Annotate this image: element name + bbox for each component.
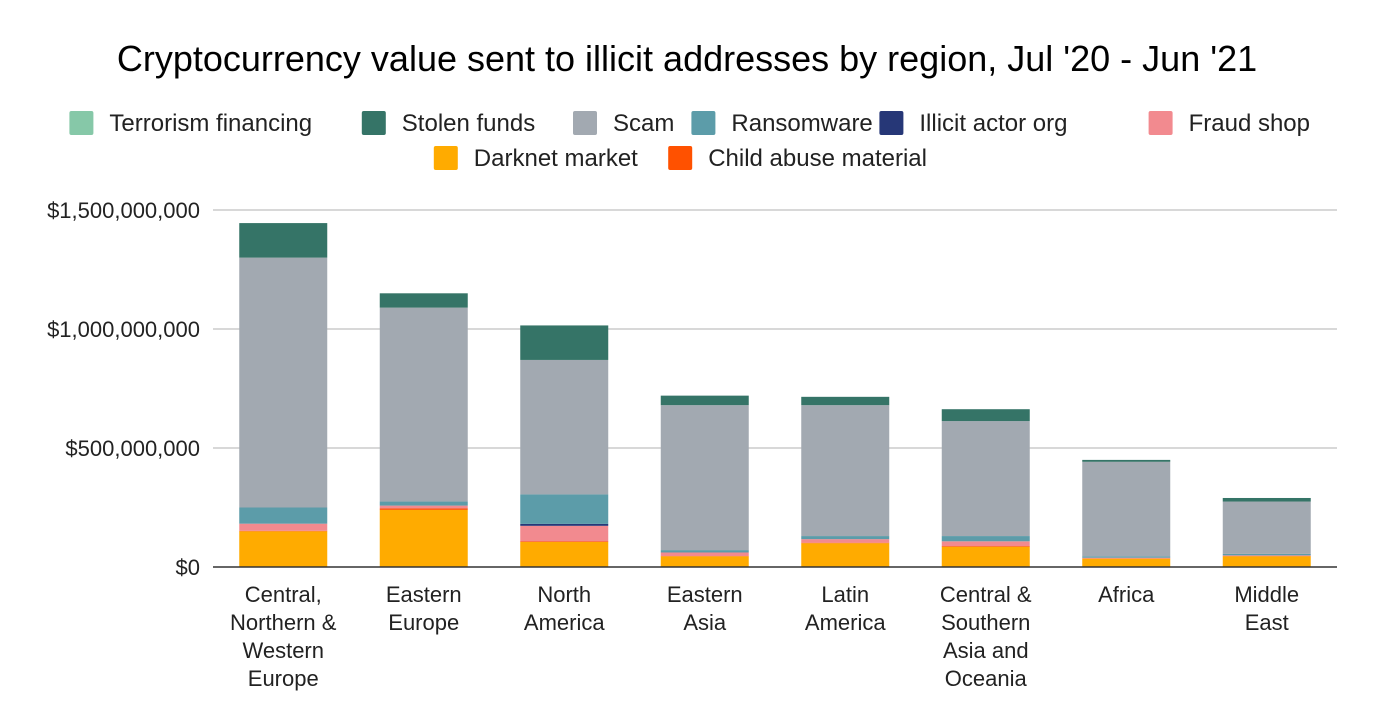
bar-eastern-europe-fraud-shop — [379, 505, 468, 509]
x-label-north-america-line-0: North — [537, 582, 591, 607]
bar-north-america-stolen-funds — [520, 325, 609, 360]
legend-label-ransomware: Ransomware — [731, 110, 872, 137]
bar-eastern-europe-scam — [379, 307, 468, 502]
legend-label-child-abuse-material: Child abuse material — [708, 145, 927, 172]
legend-label-illicit-actor-org: Illicit actor org — [919, 110, 1067, 137]
bar-eastern-asia-fraud-shop — [660, 552, 749, 557]
bar-central-southern-asia-and-oceania-fraud-shop — [941, 541, 1030, 547]
bar-latin-america-stolen-funds — [801, 396, 890, 406]
x-label-central-northern-western-europe-line-0: Central, — [245, 582, 322, 607]
legend-swatch-illicit-actor-org — [879, 111, 904, 135]
bar-eastern-asia-ransomware — [660, 550, 749, 553]
legend-label-darknet-market: Darknet market — [474, 145, 638, 172]
x-label-eastern-asia-line-0: Eastern — [667, 582, 743, 607]
x-label-africa-line-0: Africa — [1098, 582, 1155, 607]
bar-middle-east-darknet-market — [1222, 556, 1311, 567]
bar-north-america-scam — [520, 359, 609, 495]
legend-swatch-fraud-shop — [1148, 111, 1173, 135]
bar-middle-east-stolen-funds — [1222, 497, 1311, 502]
bar-middle-east-scam — [1222, 501, 1311, 554]
x-label-central-northern-western-europe-line-3: Europe — [248, 666, 319, 691]
y-tick-label-2: $1,000,000,000 — [47, 317, 200, 342]
bar-central-northern-western-europe-fraud-shop — [239, 523, 328, 531]
legend-label-fraud-shop: Fraud shop — [1189, 110, 1310, 137]
x-label-middle-east-line-1: East — [1245, 610, 1289, 635]
x-label-central-southern-asia-and-oceania-line-3: Oceania — [945, 666, 1028, 691]
bar-north-america-darknet-market — [520, 542, 609, 567]
bar-eastern-europe-ransomware — [379, 501, 468, 506]
x-label-eastern-asia-line-1: Asia — [683, 610, 727, 635]
x-label-central-southern-asia-and-oceania-line-0: Central & — [940, 582, 1032, 607]
bar-latin-america-darknet-market — [801, 543, 890, 567]
bar-eastern-europe-darknet-market — [379, 509, 468, 567]
bar-eastern-europe-stolen-funds — [379, 293, 468, 308]
legend-label-stolen-funds: Stolen funds — [402, 110, 535, 137]
bar-africa-scam — [1082, 461, 1171, 557]
bar-eastern-europe-child-abuse-material — [379, 508, 468, 510]
bar-latin-america-scam — [801, 405, 890, 537]
bar-north-america-child-abuse-material — [520, 541, 609, 543]
bar-africa-stolen-funds — [1082, 459, 1171, 462]
bar-africa-ransomware — [1082, 556, 1171, 558]
legend-swatch-scam — [573, 111, 597, 135]
y-tick-label-3: $1,500,000,000 — [47, 198, 200, 223]
bar-eastern-asia-scam — [660, 405, 749, 551]
bar-central-northern-western-europe-ransomware — [239, 507, 328, 524]
y-tick-label-0: $0 — [176, 555, 200, 580]
x-label-central-northern-western-europe-line-1: Northern & — [230, 610, 337, 635]
bar-central-southern-asia-and-oceania-child-abuse-material — [941, 546, 1030, 547]
x-label-central-southern-asia-and-oceania-line-1: Southern — [941, 610, 1030, 635]
x-label-eastern-europe-line-0: Eastern — [386, 582, 462, 607]
bar-africa-fraud-shop — [1082, 557, 1171, 559]
bar-central-southern-asia-and-oceania-stolen-funds — [941, 409, 1030, 422]
x-label-central-northern-western-europe-line-2: Western — [242, 638, 324, 663]
bar-north-america-illicit-actor-org — [520, 523, 609, 526]
bar-central-northern-western-europe-scam — [239, 257, 328, 508]
x-label-north-america-line-1: America — [524, 610, 605, 635]
bar-north-america-ransomware — [520, 494, 609, 524]
y-tick-label-1: $500,000,000 — [65, 436, 200, 461]
legend-swatch-ransomware — [691, 111, 716, 135]
bar-central-southern-asia-and-oceania-ransomware — [941, 536, 1030, 542]
bar-central-northern-western-europe-stolen-funds — [239, 223, 328, 258]
bar-eastern-asia-darknet-market — [660, 556, 749, 567]
legend-label-scam: Scam — [613, 110, 674, 137]
chart-title: Cryptocurrency value sent to illicit add… — [116, 38, 1258, 79]
legend-swatch-darknet-market — [433, 146, 458, 170]
legend-label-terrorism-financing: Terrorism financing — [109, 110, 312, 137]
legend-swatch-terrorism-financing — [69, 111, 94, 135]
bar-central-southern-asia-and-oceania-darknet-market — [941, 546, 1030, 567]
bar-latin-america-ransomware — [801, 536, 890, 540]
x-label-latin-america-line-1: America — [805, 610, 886, 635]
bar-middle-east-ransomware — [1222, 553, 1311, 556]
bar-africa-darknet-market — [1082, 558, 1171, 567]
legend-swatch-stolen-funds — [361, 111, 386, 135]
bar-middle-east-fraud-shop — [1222, 555, 1311, 557]
x-label-eastern-europe-line-1: Europe — [388, 610, 459, 635]
bar-north-america-fraud-shop — [520, 525, 609, 542]
legend-swatch-child-abuse-material — [668, 146, 693, 170]
x-label-central-southern-asia-and-oceania-line-2: Asia and — [943, 638, 1029, 663]
bar-eastern-asia-stolen-funds — [660, 395, 749, 406]
x-label-latin-america-line-0: Latin — [821, 582, 869, 607]
bar-central-northern-western-europe-darknet-market — [239, 531, 328, 567]
x-label-middle-east-line-0: Middle — [1234, 582, 1299, 607]
bar-central-southern-asia-and-oceania-scam — [941, 421, 1030, 537]
bar-latin-america-fraud-shop — [801, 539, 890, 543]
